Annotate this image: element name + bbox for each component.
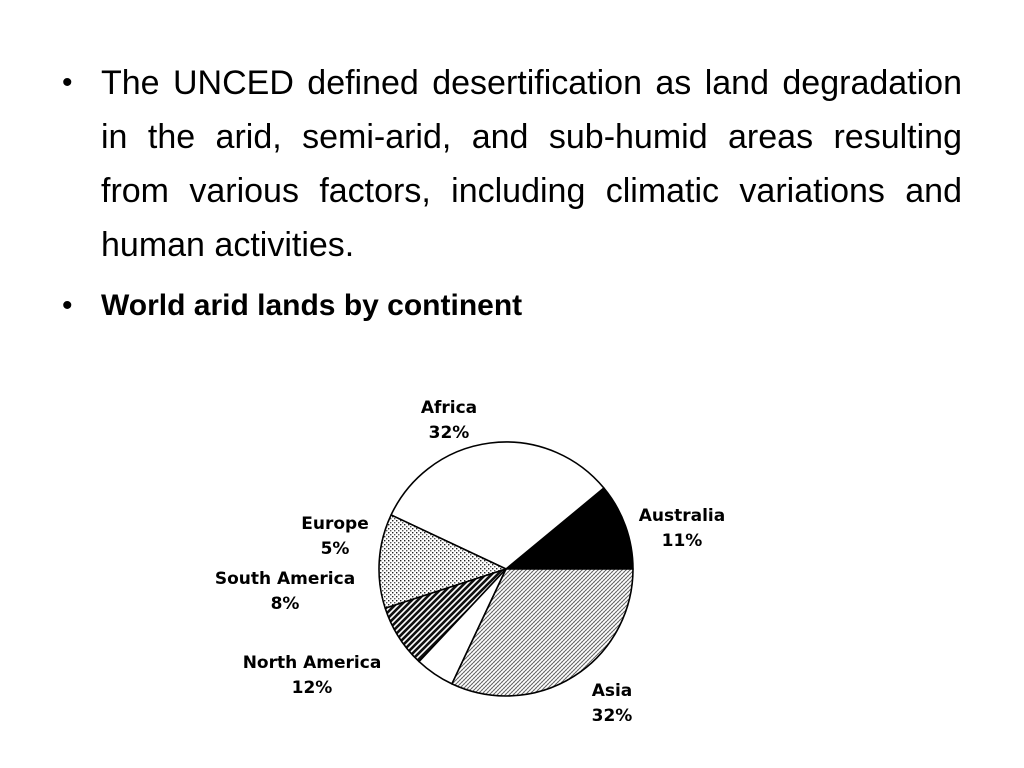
slice-label-australia: Australia bbox=[639, 506, 726, 526]
bullet-item-definition: • The UNCED defined desertification as l… bbox=[58, 56, 962, 272]
slice-label-north-america: North America bbox=[243, 653, 382, 673]
bullet-icon: • bbox=[62, 66, 73, 99]
pie-slice-australia bbox=[505, 487, 634, 570]
slice-value-australia: 11% bbox=[662, 531, 703, 551]
slice-label-africa: Africa bbox=[421, 398, 477, 418]
slice-value-europe: 5% bbox=[321, 539, 350, 559]
pie-slices bbox=[378, 441, 634, 697]
pie-slice-north-america bbox=[378, 514, 507, 610]
pie-labels: Australia 11% Asia 32% North America 12% South… bbox=[215, 398, 725, 726]
slice-label-south-america: South America bbox=[215, 569, 355, 589]
slice-value-africa: 32% bbox=[429, 423, 470, 443]
arid-lands-pie-chart: Australia 11% Asia 32% North America 12% South… bbox=[215, 398, 725, 726]
slice-label-europe: Europe bbox=[301, 514, 368, 534]
bullet-icon: • bbox=[62, 289, 73, 322]
pie-slice-africa bbox=[451, 568, 634, 697]
slice-value-asia: 32% bbox=[592, 706, 633, 726]
chart-heading-text: World arid lands by continent bbox=[101, 289, 523, 322]
slice-value-south-america: 8% bbox=[271, 594, 300, 614]
slice-value-north-america: 12% bbox=[292, 678, 333, 698]
slice-label-asia: Asia bbox=[592, 681, 633, 701]
pie-chart-container: Australia 11% Asia 32% North America 12% South… bbox=[180, 388, 780, 748]
pie-slice-asia bbox=[390, 441, 605, 570]
bullet-item-chart-heading: • World arid lands by continent bbox=[58, 284, 962, 328]
bullet-list: • The UNCED defined desertification as l… bbox=[58, 56, 962, 328]
definition-text: The UNCED defined desertification as lan… bbox=[101, 64, 962, 264]
